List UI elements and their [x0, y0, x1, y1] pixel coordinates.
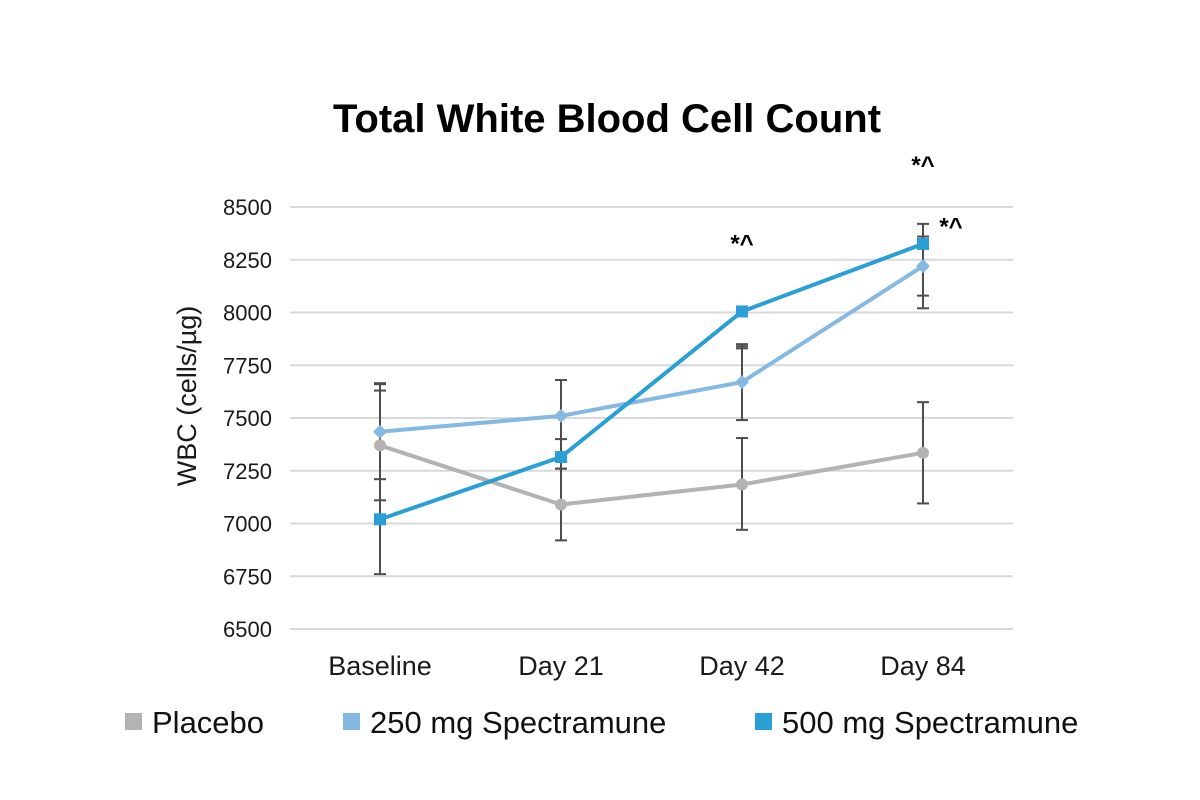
error-bar-500-mg-spectramune-0: [374, 382, 386, 576]
y-tick-labels: 6500 6750 7000 7250 7500 7750 8000 8250 8500: [223, 195, 272, 642]
annotation-2: *^: [939, 213, 962, 240]
legend-label-placebo: Placebo: [152, 705, 264, 740]
y-axis-label: WBC (cells/µg): [172, 306, 202, 487]
y-tick-7500: 7500: [223, 406, 272, 431]
y-tick-7000: 7000: [223, 512, 272, 537]
x-tick-day-21: Day 21: [518, 651, 604, 681]
x-tick-labels: Baseline Day 21 Day 42 Day 84: [328, 651, 966, 681]
y-tick-7250: 7250: [223, 459, 272, 484]
point-placebo-baseline: [374, 439, 386, 452]
x-tick-baseline: Baseline: [328, 651, 432, 681]
y-tick-6500: 6500: [223, 617, 272, 642]
y-tick-8250: 8250: [223, 248, 272, 273]
point-250-mg-spectramune-day-21: [554, 408, 568, 423]
y-tick-8500: 8500: [223, 195, 272, 220]
point-500-mg-spectramune-baseline: [374, 513, 386, 526]
point-placebo-day-84: [917, 446, 929, 459]
y-tick-7750: 7750: [223, 353, 272, 378]
significance-annotations: *^ *^ *^: [730, 152, 962, 257]
line-placebo: [379, 443, 924, 507]
legend-label-250-mg-spectramune: 250 mg Spectramune: [370, 705, 666, 740]
annotation-0: *^: [730, 230, 753, 257]
chart-title: Total White Blood Cell Count: [333, 97, 881, 141]
point-500-mg-spectramune-day-42: [736, 305, 748, 318]
gridlines: [290, 206, 1013, 630]
legend-label-500-mg-spectramune: 500 mg Spectramune: [782, 705, 1078, 740]
legend-swatch-placebo: [125, 713, 142, 730]
point-250-mg-spectramune-baseline: [373, 424, 387, 439]
error-bar-500-mg-spectramune-2: [736, 345, 748, 350]
legend-swatch-250-mg-spectramune: [343, 713, 360, 730]
series-markers: [373, 237, 930, 526]
series-lines: [379, 242, 925, 522]
point-placebo-day-42: [736, 478, 748, 491]
legend-swatch-500-mg-spectramune: [755, 713, 772, 730]
legend: Placebo 250 mg Spectramune 500 mg Spectram…: [125, 705, 1078, 740]
point-250-mg-spectramune-day-42: [735, 375, 749, 390]
x-tick-day-84: Day 84: [880, 651, 966, 681]
x-tick-day-42: Day 42: [699, 651, 785, 681]
legend-item-placebo: Placebo: [125, 705, 264, 740]
legend-item-500-mg-spectramune: 500 mg Spectramune: [755, 705, 1078, 740]
line-500-mg-spectramune: [379, 242, 924, 522]
point-placebo-day-21: [555, 498, 567, 511]
point-500-mg-spectramune-day-21: [555, 451, 567, 464]
y-tick-8000: 8000: [223, 301, 272, 326]
point-500-mg-spectramune-day-84: [917, 237, 929, 250]
annotation-1: *^: [911, 152, 934, 179]
y-tick-6750: 6750: [223, 564, 272, 589]
point-250-mg-spectramune-day-84: [916, 259, 930, 274]
legend-item-250-mg-spectramune: 250 mg Spectramune: [343, 705, 666, 740]
line-250-mg-spectramune: [379, 264, 925, 434]
